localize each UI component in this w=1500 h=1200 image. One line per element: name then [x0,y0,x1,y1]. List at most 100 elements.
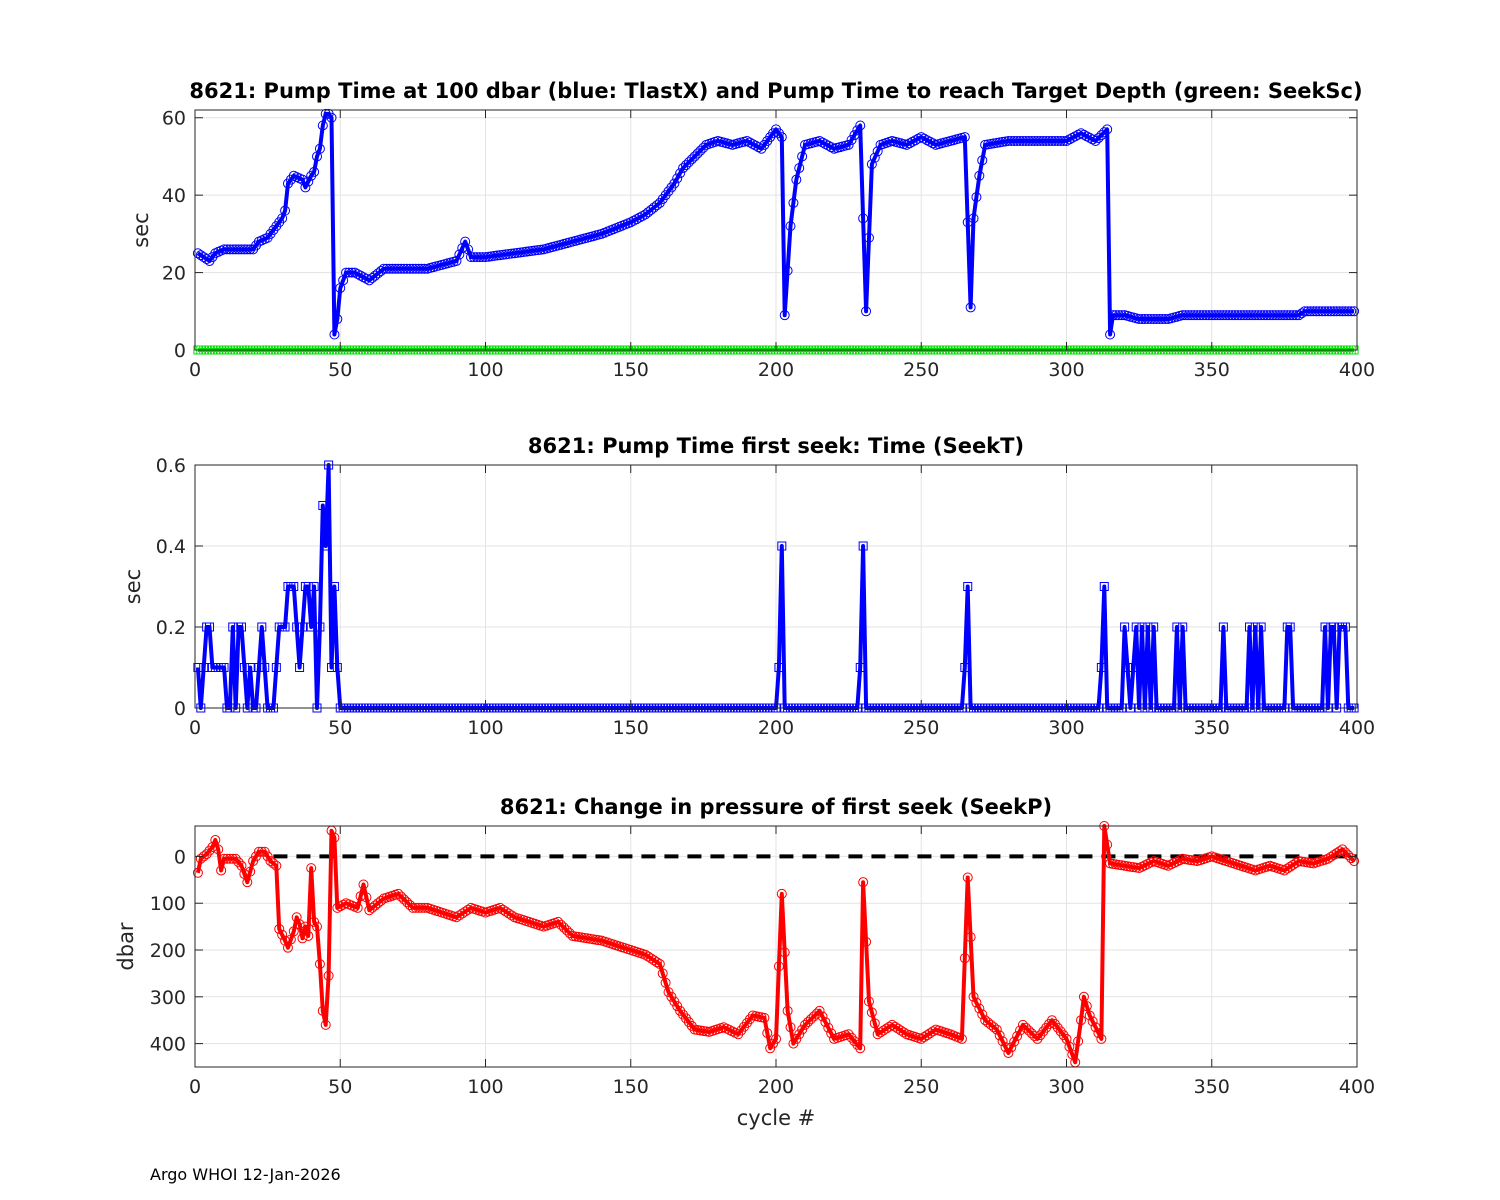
chart1-series-TlastX-point-230 [861,306,872,317]
chart1-series-TlastX-point-206 [791,174,802,185]
chart3-series-SeekP-point-210 [802,1017,813,1028]
chart1-series-TlastX-point-249 [916,132,927,143]
chart3-xtick-label-1: 50 [328,1076,352,1098]
chart3-series-SeekP-point-203 [782,1005,793,1016]
chart1-series-TlastX-point-172 [692,148,703,159]
chart2-series-SeekT-point-353 [1218,622,1228,632]
chart2-series-SeekT-point-325 [1137,622,1147,632]
chart2-series-SeekT-point-9 [219,663,229,672]
chart3-series-SeekP-point-158 [651,957,662,968]
chart3-series-SeekP-point-376 [1285,861,1296,872]
chart3-series-SeekP-point-229 [858,877,869,888]
chart1-series-TlastX-point-224 [843,139,854,150]
chart3-series-SeekP-point-293 [1044,1018,1055,1029]
chart3-series-SeekP-point-276 [994,1030,1005,1041]
chart3-series-SeekP-point-236 [878,1025,889,1036]
chart3-series-SeekP-point-396 [1343,850,1354,861]
chart3-series-SeekP-point-45 [323,970,334,981]
chart3-xlabel: cycle # [737,1106,816,1130]
chart1-xtick-label-5: 250 [903,359,939,381]
chart1-series-TlastX-point-216 [820,139,831,150]
chart1-series-TlastX-point-3 [201,254,212,265]
chart2-series-SeekT-point-47 [329,582,339,591]
chart2-series-SeekT-point-15 [236,622,246,632]
chart3-series-SeekP-point-128 [564,928,575,939]
chart1-series-TlastX-point-314 [1105,329,1116,340]
chart3-xtick-label-2: 100 [467,1076,503,1098]
chart3-series-SeekP-point-307 [1084,1010,1095,1021]
chart1-series-TlastX-point-305 [1078,129,1089,140]
chart3-series-SeekP-point-43 [317,1005,328,1016]
chart2-xtick-label-6: 300 [1048,717,1084,739]
chart1-series-TlastX-point-313 [1102,124,1113,135]
chart1-series-TlastX-point-30 [280,205,291,216]
chart1-series-TlastX-point-205 [788,197,799,208]
chart3-series-SeekP-point-73 [404,900,415,911]
chart3-series-SeekP-point-37 [300,921,311,932]
chart3-series-SeekP-point-39 [306,863,317,874]
chart2-series-SeekT-point-327 [1143,622,1153,632]
chart2-series-SeekT-point-22 [257,622,267,632]
chart1-series-TlastX-point-207 [794,163,805,174]
chart3-series-SeekP-point-274 [988,1022,999,1033]
chart3-series-SeekP-point-282 [1012,1031,1023,1042]
chart2-xtick-label-0: 0 [189,717,201,739]
chart1-series-TlastX-point-269 [974,170,985,181]
chart3-series-SeekP-point-48 [332,902,343,913]
chart1-series-TlastX-point-37 [300,182,311,193]
chart3-series-SeekP-line [195,824,1356,1065]
chart2-series-SeekT-point-21 [254,663,264,672]
chart3-series-SeekP-point-375 [1282,863,1293,874]
chart3-series-SeekP-point-157 [648,955,659,966]
chart3-series-SeekP-point-288 [1029,1031,1040,1042]
chart3-series-SeekP-point-230 [861,936,872,947]
chart3-series-SeekP-point-297 [1055,1026,1066,1037]
chart1-series-TlastX-point-91 [457,243,468,254]
chart1-series-TlastX-point-309 [1090,135,1101,146]
chart1-series-TlastX-point-300 [1064,134,1075,145]
chart3-series-SeekP-point-291 [1038,1026,1049,1037]
chart3-ytick-label-1: 100 [150,893,186,915]
chart2-series-SeekT-point-364 [1250,622,1260,632]
chart3-series-SeekP-point-0 [192,867,203,878]
chart1-series-TlastX-point-190 [744,137,755,148]
chart3-series-SeekP-point-313 [1102,839,1113,850]
chart1-series-TlastX-point-204 [785,221,796,232]
chart3-series-SeekP-point-92 [460,906,471,917]
chart1-series-TlastX-point-231 [863,232,874,243]
chart3-series-SeekP-point-8 [216,865,227,876]
chart1-series-TlastX-point-158 [651,200,662,211]
chart3-series-SeekP-point-58 [361,892,372,903]
chart1-series-TlastX-point-171 [689,151,700,162]
chart3-series-SeekP-point-265 [962,872,973,883]
chart3-series-SeekP-point-233 [869,1018,880,1029]
chart2-title: 8621: Pump Time first seek: Time (SeekT) [528,434,1024,458]
chart2-series-SeekT-point-339 [1178,622,1188,632]
chart3-series-SeekP-point-106 [500,906,511,917]
chart3-series-SeekP-point-124 [553,916,564,927]
chart3-series-SeekP-point-305 [1078,991,1089,1002]
chart3-series-SeekP-point-391 [1328,850,1339,861]
chart1-series-TlastX-point-90 [454,249,465,260]
chart3-series-SeekP-point-47 [329,832,340,843]
chart2-series-SeekT-point-46 [327,663,337,672]
chart3-series-SeekP-point-196 [762,1028,773,1039]
chart3-series-SeekP-point-21 [253,846,264,857]
chart1-series-TlastX-point-304 [1076,128,1087,139]
chart2-series-SeekT-point-391 [1329,622,1339,632]
chart1-xtick-label-4: 200 [758,359,794,381]
chart3-series-SeekP-point-239 [887,1019,898,1030]
chart3-series-SeekP-point-377 [1288,859,1299,870]
chart3-series-SeekP-point-294 [1046,1015,1057,1026]
chart2-series-SeekT-point-200 [774,663,784,672]
chart2-series-SeekT-point-376 [1285,622,1295,632]
chart3-series-SeekP-point-26 [268,858,279,869]
chart2-ytick-label-0: 0 [174,698,186,720]
chart2-series-SeekT-point-27 [271,663,281,672]
chart2-series-SeekT-point-48 [332,663,342,672]
chart1-series-TlastX-point-312 [1099,127,1110,138]
chart3-series-SeekP-point-228 [855,1043,866,1054]
chart1-xtick-label-6: 300 [1048,359,1084,381]
chart3-series-SeekP-point-232 [866,1007,877,1018]
chart3-series-SeekP-point-104 [495,902,506,913]
